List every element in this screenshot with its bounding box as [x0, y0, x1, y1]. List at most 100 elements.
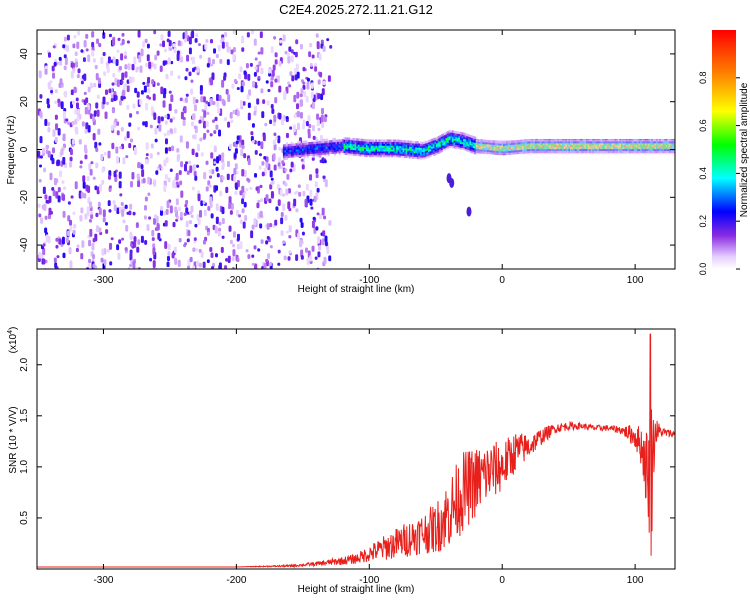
spectrogram-xtick-label: 0 — [499, 275, 505, 286]
signal-cell — [469, 140, 472, 144]
noise-cell — [52, 147, 56, 154]
signal-cell — [428, 143, 431, 147]
noise-cell — [143, 85, 147, 93]
signal-cell — [321, 144, 324, 148]
signal-cell — [420, 143, 423, 147]
noise-cell — [81, 240, 85, 248]
noise-cell — [251, 262, 255, 266]
signal-cell — [469, 146, 472, 149]
signal-cell — [324, 148, 327, 151]
signal-cell — [392, 141, 395, 144]
noise-cell — [298, 191, 302, 197]
noise-cell — [309, 63, 313, 67]
noise-cell — [278, 60, 282, 67]
signal-cell — [456, 144, 459, 148]
noise-cell — [98, 207, 102, 216]
signal-cell — [399, 145, 402, 149]
signal-cell — [313, 151, 316, 154]
noise-cell — [262, 134, 266, 142]
colorbar-tick-label: 0.0 — [698, 263, 708, 276]
signal-cell — [337, 147, 340, 150]
noise-cell — [38, 252, 42, 259]
noise-cell — [219, 58, 223, 64]
noise-cell — [63, 90, 67, 98]
signal-cell — [467, 149, 470, 153]
noise-cell — [108, 209, 112, 213]
noise-cell — [317, 93, 321, 100]
noise-cell — [191, 113, 195, 120]
noise-cell — [71, 120, 75, 126]
noise-cell — [51, 186, 55, 191]
noise-cell — [47, 52, 51, 58]
signal-cell — [380, 145, 383, 148]
noise-cell — [63, 54, 67, 59]
noise-cell — [147, 87, 151, 94]
signal-cell — [416, 145, 419, 148]
noise-cell — [129, 113, 133, 118]
signal-cell — [356, 140, 359, 143]
signal-cell — [335, 145, 338, 148]
noise-cell — [84, 213, 88, 220]
noise-cell — [285, 188, 289, 196]
noise-cell — [121, 72, 125, 81]
signal-cell — [440, 141, 443, 145]
signal-cell — [386, 139, 389, 142]
noise-cell — [295, 39, 299, 45]
signal-cell — [338, 152, 341, 156]
signal-cell — [313, 149, 316, 152]
noise-cell — [45, 144, 49, 150]
signal-cell — [426, 140, 429, 143]
noise-cell — [246, 177, 250, 182]
signal-cell — [349, 139, 352, 143]
signal-cell — [292, 143, 295, 147]
noise-cell — [109, 242, 113, 250]
signal-cell — [335, 143, 338, 146]
noise-cell — [66, 44, 70, 52]
signal-cell — [311, 151, 314, 154]
noise-cell — [83, 193, 87, 199]
signal-cell — [298, 154, 301, 157]
signal-cell — [300, 150, 303, 153]
signal-cell — [466, 137, 469, 141]
isolated-blob — [466, 206, 472, 217]
signal-cell — [428, 153, 431, 156]
signal-cell — [436, 142, 439, 146]
noise-cell — [312, 135, 316, 141]
signal-cell — [389, 154, 392, 158]
noise-cell — [107, 150, 111, 159]
signal-cell — [408, 144, 411, 147]
signal-cell — [306, 146, 309, 149]
noise-cell — [286, 173, 290, 180]
noise-cell — [210, 213, 214, 219]
signal-cell — [365, 152, 368, 156]
noise-cell — [47, 150, 51, 158]
noise-cell — [75, 97, 79, 102]
noise-cell — [218, 94, 222, 102]
signal-cell — [394, 149, 397, 152]
noise-cell — [246, 94, 250, 100]
signal-cell — [305, 144, 308, 147]
signal-cell — [396, 139, 399, 142]
signal-cell — [337, 143, 340, 146]
noise-cell — [309, 189, 313, 197]
noise-cell — [68, 247, 72, 255]
signal-cell — [361, 138, 364, 142]
signal-cell — [319, 142, 322, 146]
signal-cell — [327, 144, 330, 147]
noise-cell — [236, 233, 240, 241]
noise-cell — [198, 248, 202, 253]
signal-cell — [426, 149, 429, 153]
signal-cell — [346, 145, 349, 148]
signal-cell — [472, 151, 475, 154]
signal-cell — [458, 141, 461, 144]
signal-cell — [290, 149, 293, 152]
noise-cell — [247, 73, 251, 81]
signal-cell — [471, 146, 474, 150]
signal-cell — [310, 151, 313, 154]
noise-cell — [234, 182, 238, 189]
noise-cell — [234, 190, 238, 196]
signal-cell — [402, 149, 405, 153]
signal-cell — [402, 145, 405, 149]
noise-cell — [241, 81, 245, 87]
